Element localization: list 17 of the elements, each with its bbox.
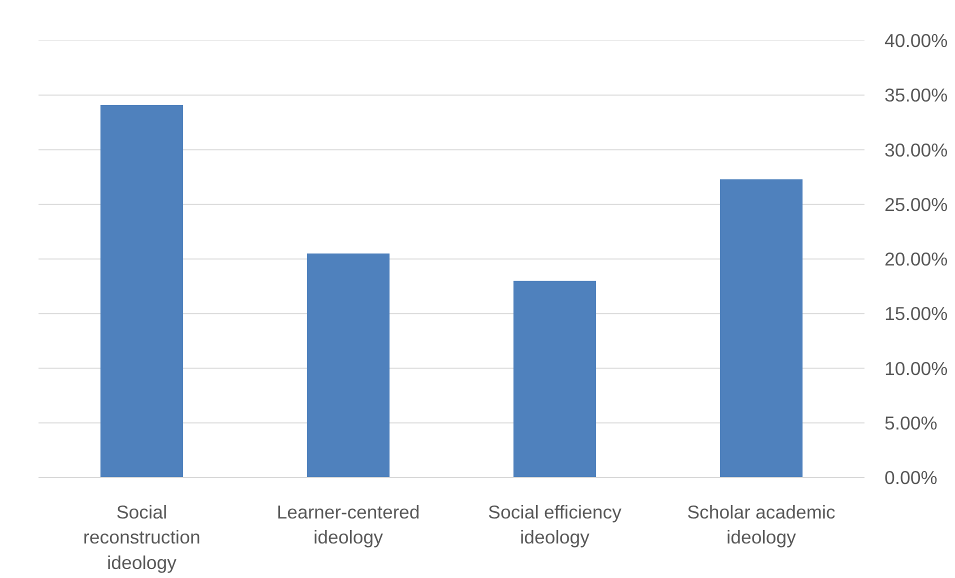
bar (306, 254, 390, 478)
bar (513, 280, 596, 478)
x-tick-label: Learner-centered ideology (276, 502, 420, 548)
y-tick-label: 35.00% (884, 84, 948, 106)
x-tick-label: Social efficiency ideology (488, 502, 622, 548)
bar (100, 104, 184, 478)
y-tick-label: 5.00% (884, 412, 938, 434)
y-tick-label: 25.00% (884, 194, 948, 215)
bar (720, 179, 803, 478)
x-tick-label: Social reconstruction ideology (83, 502, 200, 573)
x-tick-label: Scholar academic ideology (687, 502, 836, 548)
y-tick-label: 20.00% (884, 248, 948, 270)
y-tick-label: 15.00% (884, 303, 948, 324)
y-tick-label: 10.00% (884, 358, 948, 379)
y-tick-label: 0.00% (884, 467, 938, 488)
y-tick-label: 30.00% (884, 139, 948, 160)
y-tick-label: 40.00% (884, 30, 948, 51)
